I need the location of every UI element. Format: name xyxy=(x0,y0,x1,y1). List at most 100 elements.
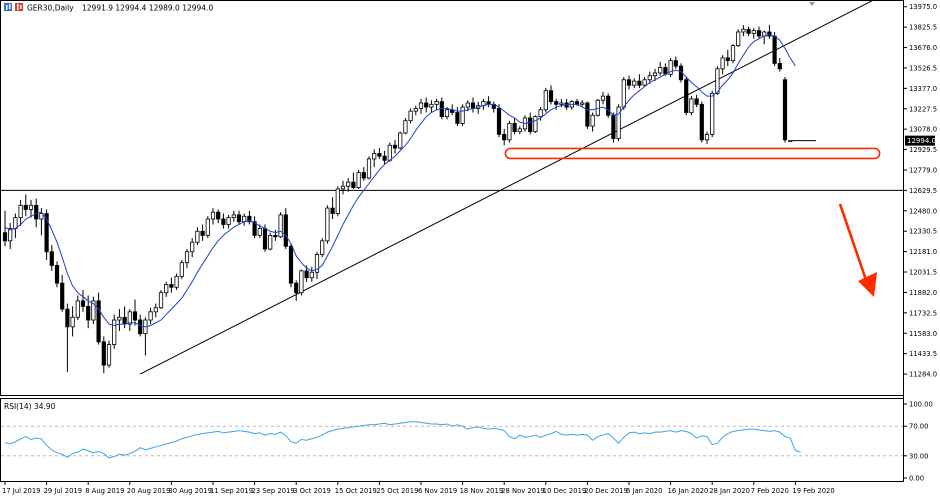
candle xyxy=(242,213,247,226)
candle-body-up xyxy=(434,101,439,105)
candle-body-down xyxy=(496,108,502,135)
candle xyxy=(470,97,476,113)
time-tick-label: 25 Oct 2019 xyxy=(376,487,418,495)
candle xyxy=(429,100,434,113)
candle-body-up xyxy=(148,311,153,321)
candle-body-down xyxy=(455,112,460,124)
candle xyxy=(684,77,689,116)
candle-body-up xyxy=(112,319,117,345)
candle xyxy=(569,100,574,110)
candle-body-down xyxy=(699,103,704,141)
candle-body-up xyxy=(75,300,80,318)
candle-body-up xyxy=(736,31,741,47)
candle xyxy=(34,198,39,228)
candle-body-down xyxy=(49,251,54,266)
candle-body-up xyxy=(309,271,314,279)
candle-body-down xyxy=(611,114,616,139)
candle-body-down xyxy=(424,102,429,108)
candle xyxy=(548,85,554,105)
candle xyxy=(299,269,304,296)
candle-body-down xyxy=(725,57,730,62)
candle xyxy=(424,97,429,113)
price-tick-label: 12031.5 xyxy=(909,269,937,277)
candle-body-down xyxy=(169,284,174,288)
symbol-icon xyxy=(4,3,12,11)
candle-body-up xyxy=(153,307,158,313)
candle-body-down xyxy=(34,204,39,220)
rsi-polyline xyxy=(4,421,801,459)
candle-body-up xyxy=(346,181,351,187)
candle-body-up xyxy=(18,204,23,219)
candle-body-up xyxy=(632,80,637,86)
candle xyxy=(335,186,340,217)
time-tick-label: 17 Jul 2019 xyxy=(2,487,40,495)
candle-body-down xyxy=(777,62,782,70)
candle xyxy=(632,78,637,88)
candle-body-up xyxy=(268,234,273,250)
candle xyxy=(668,57,673,78)
ma-line xyxy=(4,34,796,328)
time-tick-label: 3 Oct 2019 xyxy=(293,487,331,495)
candle xyxy=(70,306,75,337)
price-tick-label: 12181.0 xyxy=(909,248,937,256)
ascending-trendline xyxy=(139,0,875,375)
candle xyxy=(148,307,153,325)
candle-body-up xyxy=(91,300,96,321)
candle xyxy=(158,289,164,310)
candle-body-down xyxy=(392,144,398,149)
candle xyxy=(320,238,325,258)
candle xyxy=(340,180,346,195)
candle-body-up xyxy=(465,102,470,108)
candle xyxy=(205,216,210,239)
candle-body-up xyxy=(517,128,522,133)
price-tick-label: 12929.5 xyxy=(909,146,937,154)
candle-body-down xyxy=(60,282,65,310)
candle-body-up xyxy=(158,292,164,309)
candle-body-up xyxy=(710,93,715,135)
price-tick-label: 12629.5 xyxy=(909,187,937,195)
candle-body-up xyxy=(559,102,564,105)
candle xyxy=(481,98,486,110)
candle-body-up xyxy=(184,251,190,264)
candle xyxy=(377,148,382,159)
candle xyxy=(366,156,372,180)
trendline xyxy=(139,0,875,375)
candle-body-up xyxy=(195,230,200,243)
candle xyxy=(777,57,782,72)
candle-body-down xyxy=(236,214,242,223)
candle-body-up xyxy=(403,120,408,134)
price-tick-label: 11433.5 xyxy=(909,350,937,358)
candle xyxy=(60,274,65,312)
candle xyxy=(543,87,548,113)
candle-body-down xyxy=(548,90,554,103)
candle-body-up xyxy=(658,67,663,74)
candle xyxy=(80,289,86,312)
candle-body-down xyxy=(80,300,86,307)
candle xyxy=(616,104,621,142)
candle xyxy=(309,266,314,282)
price-tag-value: 12994.0 xyxy=(907,137,936,145)
candle-body-down xyxy=(101,341,106,366)
candle-body-down xyxy=(23,204,28,210)
time-tick-label: 30 Aug 2019 xyxy=(168,487,212,495)
candle xyxy=(444,107,450,120)
candle xyxy=(694,94,699,108)
symbol-icon-red xyxy=(15,3,23,11)
time-tick-label: 28 Nov 2019 xyxy=(501,487,545,495)
time-tick-label: 20 Aug 2019 xyxy=(127,487,171,495)
candle xyxy=(715,66,720,95)
candle-body-down xyxy=(65,308,70,328)
ohlc-readout: 12991.9 12994.4 12989.0 12994.0 xyxy=(82,4,213,13)
candle-body-up xyxy=(117,316,122,321)
time-tick-label: 11 Sep 2019 xyxy=(210,487,253,495)
candle-body-up xyxy=(533,116,538,133)
candle xyxy=(44,209,49,260)
candle xyxy=(585,101,590,129)
candle-body-up xyxy=(387,144,392,161)
candle xyxy=(226,214,231,229)
candle xyxy=(278,212,283,239)
candle xyxy=(767,25,772,39)
chart-shift-marker[interactable] xyxy=(809,2,815,6)
candle-body-up xyxy=(543,90,548,111)
